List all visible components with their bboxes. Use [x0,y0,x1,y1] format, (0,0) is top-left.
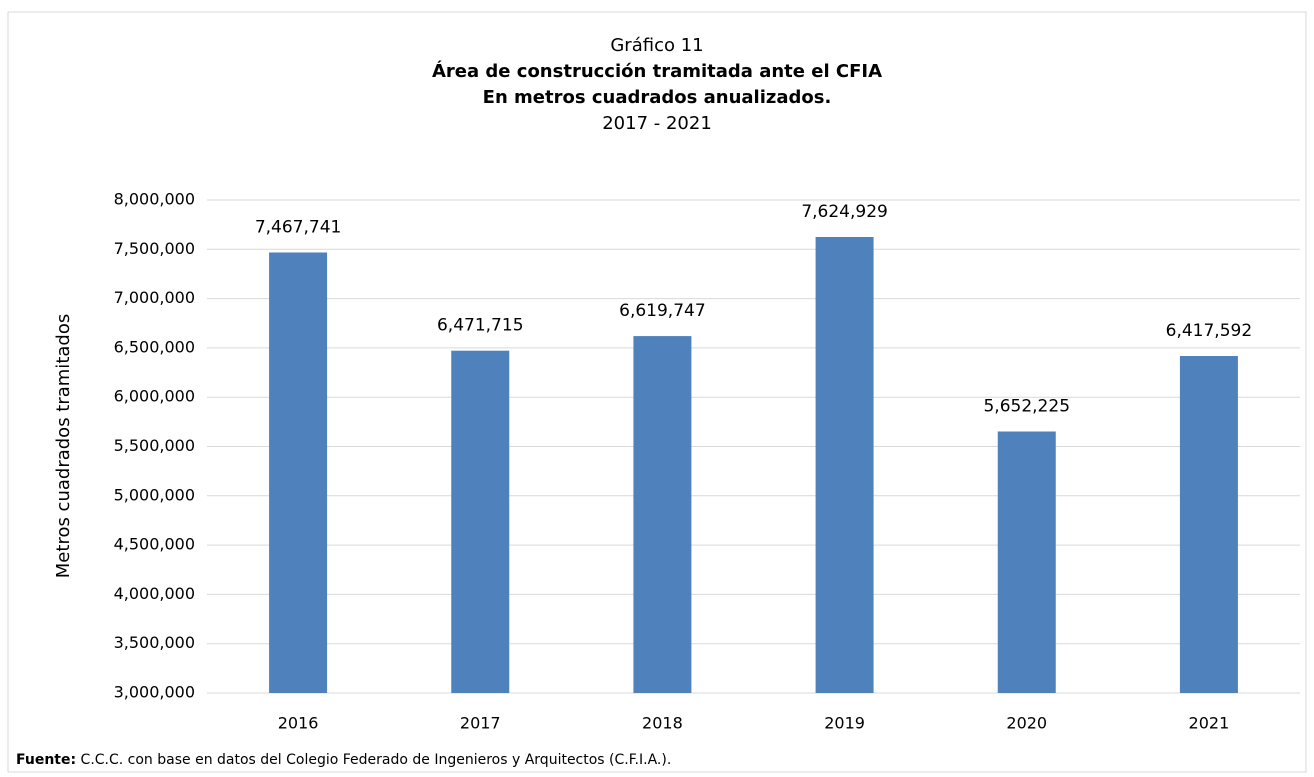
x-tick-label: 2020 [1006,714,1047,733]
bar [451,350,510,693]
data-label: 7,467,741 [255,217,342,237]
bar [633,336,692,693]
y-tick-label: 8,000,000 [114,190,195,209]
chart-subtitle: En metros cuadrados anualizados. [483,87,832,108]
y-tick-label: 7,500,000 [114,239,195,258]
y-tick-label: 5,500,000 [114,436,195,455]
y-axis-label: Metros cuadrados tramitados [53,314,74,578]
y-tick-label: 7,000,000 [114,288,195,307]
y-tick-label: 3,500,000 [114,633,195,652]
bar [997,431,1056,693]
data-label: 6,471,715 [437,316,524,336]
bar [815,236,874,693]
x-tick-label: 2018 [642,714,683,733]
chart-subtitle: 2017 - 2021 [602,113,712,134]
chart-title: Gráfico 11 [610,35,703,56]
data-label: 7,624,929 [801,202,888,222]
chart-subtitle: Área de construcción tramitada ante el C… [432,60,882,82]
data-label: 5,652,225 [983,396,1070,416]
y-tick-label: 4,000,000 [114,584,195,603]
source-note: Fuente: C.C.C. con base en datos del Col… [16,752,671,768]
x-tick-label: 2017 [460,714,501,733]
data-label: 6,619,747 [619,301,706,321]
x-tick-label: 2016 [278,714,319,733]
source-text: C.C.C. con base en datos del Colegio Fed… [81,752,672,768]
y-tick-label: 5,000,000 [114,485,195,504]
data-label: 6,417,592 [1166,321,1253,341]
y-tick-label: 6,500,000 [114,337,195,356]
bar [1179,356,1238,693]
x-tick-label: 2019 [824,714,865,733]
y-tick-label: 4,500,000 [114,535,195,554]
bar [269,252,328,693]
x-tick-label: 2021 [1189,714,1230,733]
y-tick-label: 3,000,000 [114,683,195,702]
source-label: Fuente: [16,752,76,768]
y-tick-label: 6,000,000 [114,387,195,406]
